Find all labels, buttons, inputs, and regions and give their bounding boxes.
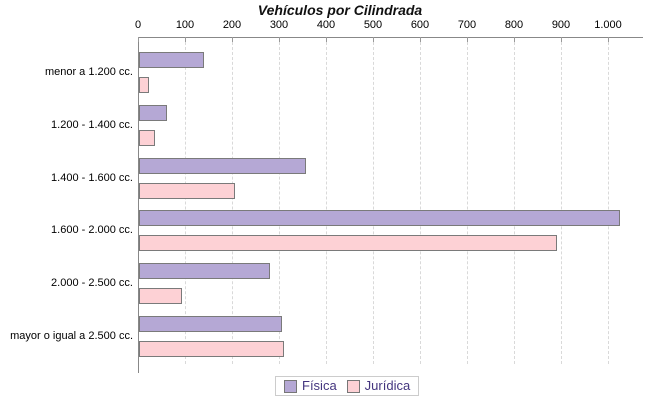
category-label: 2.000 - 2.500 cc. [51, 277, 133, 290]
category-label: menor a 1.200 cc. [44, 66, 133, 78]
x-axis-tick-label: 700 [457, 19, 477, 31]
x-axis-tick-label: 0 [134, 19, 142, 31]
legend-label: Física [302, 378, 337, 393]
bar-juridica [139, 288, 182, 305]
x-axis-tick-label: 300 [269, 19, 289, 31]
bar-fisica [139, 104, 167, 121]
bar-juridica [139, 235, 557, 252]
gridline [185, 37, 186, 364]
gridline [467, 37, 468, 364]
legend-swatch-fisica [284, 379, 297, 393]
x-axis-tick [373, 37, 374, 42]
x-axis-tick-label: 800 [504, 19, 524, 31]
x-axis-tick-label: 600 [410, 19, 430, 31]
category-label: 1.400 - 1.600 cc. [51, 171, 133, 184]
bar-fisica [139, 157, 306, 174]
category-label: 1.600 - 2.000 cc. [51, 224, 133, 237]
gridline [420, 37, 421, 364]
bar-fisica [139, 316, 282, 332]
category-label: mayor o igual a 2.500 cc. [10, 330, 133, 342]
category-label: 1.200 - 1.400 cc. [51, 118, 133, 131]
gridline [326, 37, 327, 364]
gridline [608, 37, 609, 364]
x-axis-tick-label: 500 [363, 19, 383, 31]
legend-item-fisica: Física [284, 379, 337, 393]
gridline [373, 37, 374, 364]
x-axis-line [138, 37, 643, 38]
bar-fisica [139, 52, 204, 68]
gridline [514, 37, 515, 364]
x-axis-tick [232, 37, 233, 42]
gridline [561, 37, 562, 364]
x-axis-tick-label: 200 [222, 19, 242, 31]
bar-juridica [139, 182, 235, 199]
x-axis-tick-label: 1.000 [594, 19, 622, 31]
x-axis-tick [514, 37, 515, 42]
bar-juridica [139, 77, 149, 93]
x-axis-tick [326, 37, 327, 42]
legend-swatch-juridica [346, 379, 360, 393]
x-axis-tick-label: 400 [316, 19, 336, 31]
gridline [279, 37, 280, 364]
bar-fisica [139, 210, 620, 227]
legend: Física Jurídica [275, 376, 420, 396]
x-axis-tick-label: 100 [175, 19, 195, 31]
bar-juridica [139, 129, 155, 146]
x-axis-tick [420, 37, 421, 42]
x-axis-tick [467, 37, 468, 42]
x-axis-tick-label: 900 [551, 19, 571, 31]
x-axis-tick [138, 37, 139, 42]
y-axis-line [138, 37, 139, 373]
x-axis-tick [279, 37, 280, 42]
x-axis-tick [561, 37, 562, 42]
chart-title: Vehículos por Cilindrada [257, 2, 423, 18]
legend-label: Jurídica [364, 378, 411, 393]
bar-juridica [139, 341, 284, 357]
gridline [232, 37, 233, 364]
legend-item-juridica: Jurídica [346, 378, 411, 393]
x-axis-tick [608, 37, 609, 42]
bar-fisica [139, 263, 270, 280]
x-axis-tick [185, 37, 186, 42]
